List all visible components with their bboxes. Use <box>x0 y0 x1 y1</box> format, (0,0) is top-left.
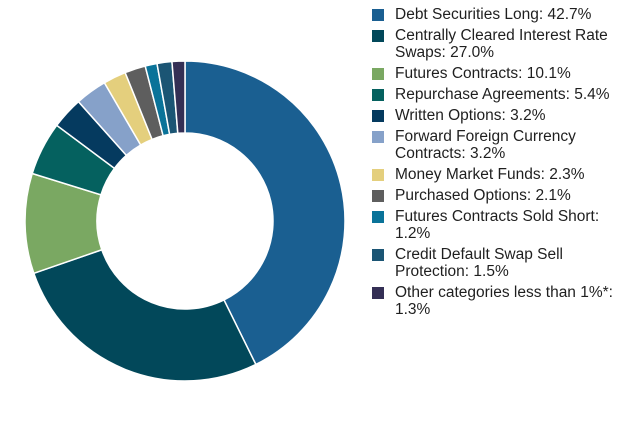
legend-label-2: Futures Contracts: 10.1% <box>395 65 571 82</box>
legend-swatch-5 <box>372 131 384 143</box>
legend-swatch-7 <box>372 190 384 202</box>
legend-item-5: Forward Foreign Currency Contracts: 3.2% <box>370 128 622 162</box>
legend-label-7: Purchased Options: 2.1% <box>395 187 571 204</box>
pie-slice-10 <box>171 60 186 135</box>
pie-slice-0 <box>184 60 346 366</box>
donut-chart <box>24 60 346 382</box>
legend-label-1: Centrally Cleared Interest Rate Swaps: 2… <box>395 27 608 61</box>
legend-swatch-3 <box>372 89 384 101</box>
legend-label-6: Money Market Funds: 2.3% <box>395 166 585 183</box>
legend-swatch-0 <box>372 9 384 21</box>
legend-swatch-8 <box>372 211 384 223</box>
legend-label-9: Credit Default Swap Sell Protection: 1.5… <box>395 246 563 280</box>
legend-item-2: Futures Contracts: 10.1% <box>370 65 622 82</box>
legend-label-8: Futures Contracts Sold Short: 1.2% <box>395 208 600 242</box>
legend-item-6: Money Market Funds: 2.3% <box>370 166 622 183</box>
pie-slice-1 <box>32 248 257 382</box>
legend-item-9: Credit Default Swap Sell Protection: 1.5… <box>370 246 622 280</box>
legend-label-0: Debt Securities Long: 42.7% <box>395 6 592 23</box>
legend-item-7: Purchased Options: 2.1% <box>370 187 622 204</box>
legend-label-3: Repurchase Agreements: 5.4% <box>395 86 610 103</box>
legend-item-1: Centrally Cleared Interest Rate Swaps: 2… <box>370 27 622 61</box>
legend-item-0: Debt Securities Long: 42.7% <box>370 6 622 23</box>
chart-legend: Debt Securities Long: 42.7% Centrally Cle… <box>370 6 622 322</box>
legend-item-8: Futures Contracts Sold Short: 1.2% <box>370 208 622 242</box>
legend-swatch-2 <box>372 68 384 80</box>
legend-swatch-4 <box>372 110 384 122</box>
legend-item-3: Repurchase Agreements: 5.4% <box>370 86 622 103</box>
legend-swatch-10 <box>372 287 384 299</box>
legend-label-5: Forward Foreign Currency Contracts: 3.2% <box>395 128 576 162</box>
legend-label-4: Written Options: 3.2% <box>395 107 546 124</box>
legend-swatch-6 <box>372 169 384 181</box>
legend-swatch-9 <box>372 249 384 261</box>
legend-item-4: Written Options: 3.2% <box>370 107 622 124</box>
legend-item-10: Other categories less than 1%*: 1.3% <box>370 284 622 318</box>
legend-swatch-1 <box>372 30 384 42</box>
legend-label-10: Other categories less than 1%*: 1.3% <box>395 284 613 318</box>
